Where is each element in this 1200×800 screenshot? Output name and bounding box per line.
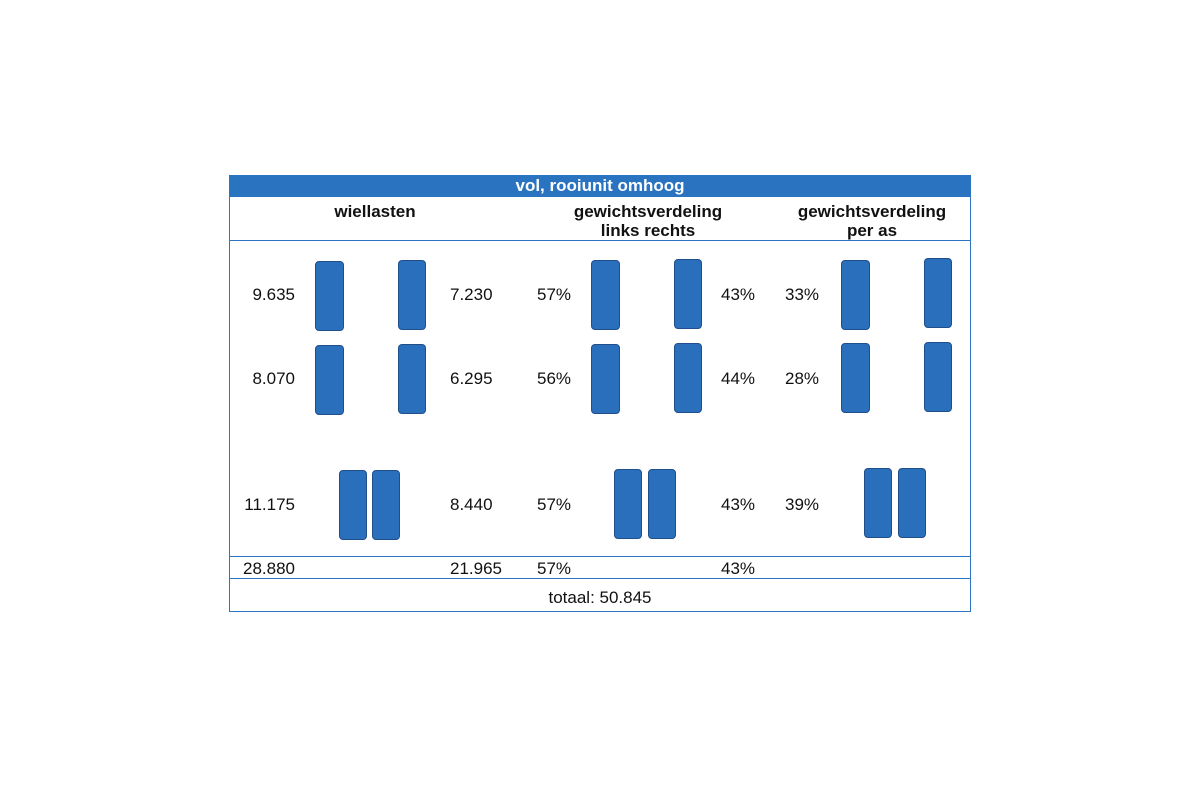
row3-right-pct: 43% <box>721 495 756 514</box>
sum-divider-top <box>230 556 970 557</box>
wheel-front-left-icon <box>315 261 344 331</box>
header-divider <box>230 240 970 241</box>
wheel-mid-right-icon <box>674 343 702 413</box>
wheel-mid-left-icon <box>591 344 620 414</box>
wheel-mid-right-icon <box>924 342 952 412</box>
row2-left-pct: 56% <box>537 369 572 388</box>
sum-left-pct: 57% <box>537 559 572 578</box>
row1-right-load: 7.230 <box>450 285 493 304</box>
row3-left-pct: 57% <box>537 495 572 514</box>
row1-left-load: 9.635 <box>252 285 295 304</box>
sum-right-pct: 43% <box>721 559 756 578</box>
row2-axle-pct: 28% <box>785 369 820 388</box>
wheel-front-left-icon <box>591 260 620 330</box>
row2-right-load: 6.295 <box>450 369 493 388</box>
row3-right-load: 8.440 <box>450 495 493 514</box>
wheel-front-right-icon <box>924 258 952 328</box>
weight-distribution-panel: vol, rooiunit omhoog wiellasten gewichts… <box>229 175 971 612</box>
wheel-rear-left-icon <box>614 469 642 539</box>
wheel-rear-right-icon <box>372 470 400 540</box>
row2-left-load: 8.070 <box>252 369 295 388</box>
sum-left-load: 28.880 <box>243 559 295 578</box>
wheel-rear-right-icon <box>898 468 926 538</box>
wheel-rear-left-icon <box>864 468 892 538</box>
wheel-mid-right-icon <box>398 344 426 414</box>
wheel-front-right-icon <box>674 259 702 329</box>
row3-left-load: 11.175 <box>244 495 295 514</box>
header-links-rechts: gewichtsverdeling links rechts <box>573 202 723 240</box>
wheel-front-left-icon <box>841 260 870 330</box>
row1-axle-pct: 33% <box>785 285 820 304</box>
header-wiellasten: wiellasten <box>334 202 416 221</box>
total-weight: totaal: 50.845 <box>548 588 652 607</box>
wheel-rear-left-icon <box>339 470 367 540</box>
sum-divider-bottom <box>230 578 970 579</box>
sum-right-load: 21.965 <box>450 559 502 578</box>
row2-right-pct: 44% <box>721 369 756 388</box>
header-per-as: gewichtsverdeling per as <box>797 202 947 240</box>
row3-axle-pct: 39% <box>785 495 820 514</box>
wheel-mid-left-icon <box>841 343 870 413</box>
row1-right-pct: 43% <box>721 285 756 304</box>
wheel-front-right-icon <box>398 260 426 330</box>
wheel-rear-right-icon <box>648 469 676 539</box>
row1-left-pct: 57% <box>537 285 572 304</box>
panel-title: vol, rooiunit omhoog <box>229 175 971 197</box>
wheel-mid-left-icon <box>315 345 344 415</box>
